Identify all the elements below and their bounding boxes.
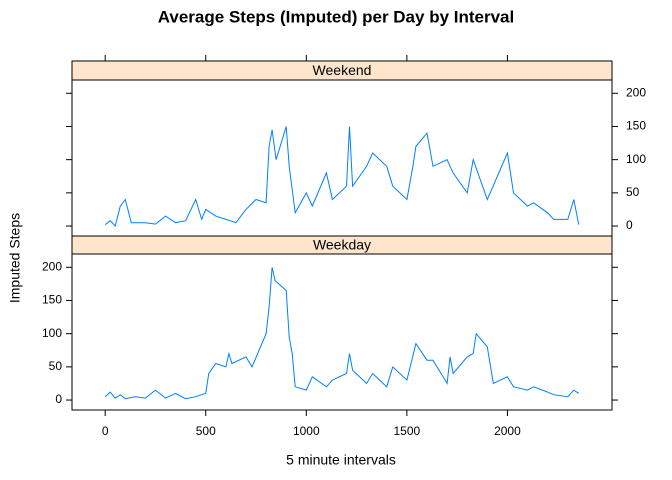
strip-label: Weekend [313,62,372,78]
x-tick-label: 1000 [293,424,320,438]
x-axis-label: 5 minute intervals [286,452,396,468]
data-line [104,126,580,228]
x-tick-label: 2000 [494,424,521,438]
chart-title: Average Steps (Imputed) per Day by Inter… [158,7,514,26]
y-tick-label: 200 [42,259,62,273]
y-tick-label: 150 [42,293,62,307]
y-tick-label: 0 [55,392,62,406]
y-tick-label: 200 [626,85,646,99]
x-tick-label: 0 [102,424,109,438]
y-tick-label: 0 [626,218,633,232]
x-tick-label: 1500 [394,424,421,438]
y-tick-label: 150 [626,119,646,133]
y-axis-label: Imputed Steps [7,213,23,303]
data-line [104,267,580,400]
y-tick-label: 50 [626,185,640,199]
y-tick-label: 100 [42,326,62,340]
y-tick-label: 50 [49,359,63,373]
panel-frame [71,79,613,237]
x-tick-label: 500 [196,424,216,438]
panel-frame [71,253,613,411]
strip-label: Weekday [313,237,371,253]
y-tick-label: 100 [626,152,646,166]
